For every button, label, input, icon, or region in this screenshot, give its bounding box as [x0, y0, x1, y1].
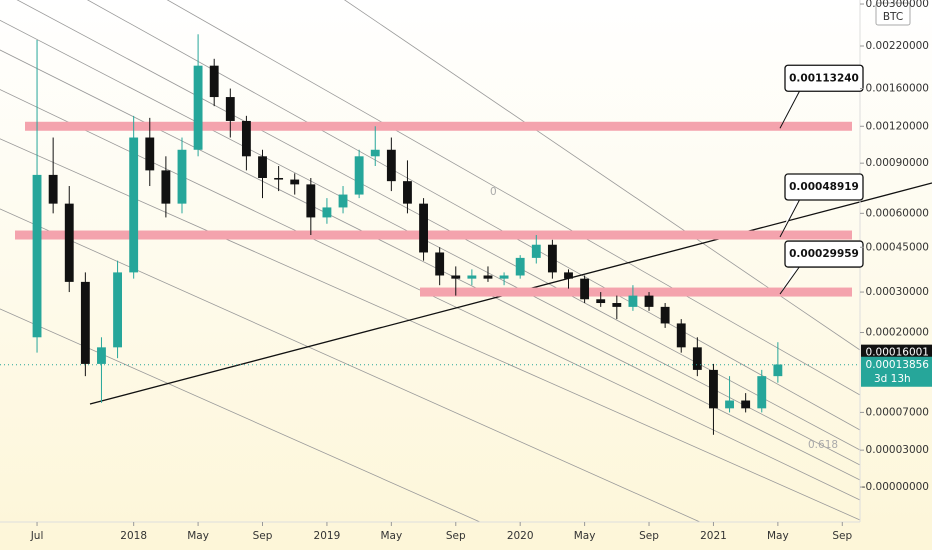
callout-text: 0.00029959	[789, 248, 859, 260]
y-tick-label: 0.00007000	[866, 406, 929, 418]
candle-body	[499, 275, 509, 279]
candle-body	[725, 400, 734, 409]
x-tick-label: May	[187, 530, 209, 542]
candle-body	[564, 272, 573, 279]
price-label: 0.00013856	[866, 359, 930, 371]
y-tick-label: 0.00030000	[866, 286, 929, 298]
y-tick-label: 0.00090000	[866, 157, 929, 169]
zone	[420, 287, 852, 297]
candle-body	[48, 174, 58, 204]
zone	[25, 121, 852, 131]
candle-body	[64, 203, 74, 282]
candle-body	[338, 194, 348, 208]
zone	[15, 230, 852, 240]
x-tick-label: 2019	[314, 530, 341, 542]
candle-body	[306, 184, 316, 218]
candle-body	[419, 203, 428, 253]
y-tick-label: 0.00060000	[866, 207, 929, 219]
candle-body	[531, 244, 541, 258]
candle-body	[709, 369, 718, 409]
candle-body	[129, 137, 139, 273]
y-tick-label: 0.00045000	[866, 241, 929, 253]
candle-body	[741, 400, 751, 409]
callout-box	[784, 173, 864, 201]
y-tick-label: 0.00003000	[866, 444, 929, 456]
candle-body	[145, 137, 155, 171]
candle-body	[467, 275, 477, 279]
candle-body	[757, 376, 767, 409]
price-label-box	[861, 344, 932, 361]
price-label: 0.00016001	[866, 347, 929, 359]
x-tick-label: Sep	[639, 530, 659, 542]
candle-body	[370, 149, 380, 157]
candle-body	[580, 278, 590, 300]
candle-body	[435, 252, 445, 276]
countdown: 3d 13h	[874, 373, 911, 385]
callout-box	[784, 64, 864, 92]
candle-body	[692, 347, 702, 370]
candle-body	[596, 299, 606, 304]
x-tick-label: 2020	[507, 530, 534, 542]
y-tick-label: 0.00120000	[866, 120, 929, 132]
candle-body	[161, 170, 171, 204]
fib-label: 0.618	[808, 439, 838, 451]
y-tick-label: 0.00160000	[866, 83, 929, 95]
y-tick-label: 0.00020000	[866, 327, 929, 339]
candle-body	[773, 364, 783, 377]
callout-text: 0.00048919	[789, 181, 859, 193]
currency-box	[875, 2, 911, 26]
x-tick-label: May	[574, 530, 596, 542]
candle-body	[515, 257, 525, 276]
candle-body	[177, 149, 187, 204]
candle-body	[274, 177, 284, 180]
callout-text: 0.00113240	[789, 72, 859, 84]
callout-box	[784, 240, 864, 268]
price-label-box	[861, 356, 932, 387]
x-tick-label: Sep	[446, 530, 466, 542]
fib-label: 0	[490, 186, 497, 198]
x-tick-label: 2021	[700, 530, 727, 542]
candle-body	[644, 295, 654, 307]
candle-body	[113, 272, 122, 348]
candle-body	[290, 179, 300, 185]
candle-body	[80, 281, 90, 364]
x-tick-label: May	[380, 530, 402, 542]
candle-body	[322, 207, 332, 218]
y-tick-label: 0.00220000	[866, 40, 929, 52]
candle-body	[660, 306, 670, 324]
x-tick-label: 2018	[120, 530, 147, 542]
x-tick-label: May	[767, 530, 789, 542]
candle-body	[547, 244, 557, 273]
y-tick-label: 0.00300000	[866, 0, 929, 10]
x-tick-label: Sep	[832, 530, 852, 542]
candle-body	[32, 174, 42, 338]
candle-body	[354, 156, 364, 195]
candle-body	[258, 156, 267, 178]
candle-body	[451, 275, 461, 279]
x-tick-label: Sep	[253, 530, 273, 542]
candle-body	[225, 97, 235, 121]
candle-body	[241, 120, 251, 157]
candle-body	[193, 65, 203, 150]
candle-body	[676, 323, 686, 348]
x-tick-label: Jul	[30, 530, 44, 542]
candle-body	[403, 181, 412, 204]
candle-body	[483, 275, 493, 279]
candle-body	[386, 149, 396, 182]
currency: BTC	[883, 11, 903, 23]
candle-body	[209, 65, 219, 98]
candle-body	[97, 347, 106, 364]
candle-body	[628, 295, 638, 307]
y-tick-label: -0.00000000	[862, 481, 929, 493]
candle-body	[612, 303, 622, 307]
